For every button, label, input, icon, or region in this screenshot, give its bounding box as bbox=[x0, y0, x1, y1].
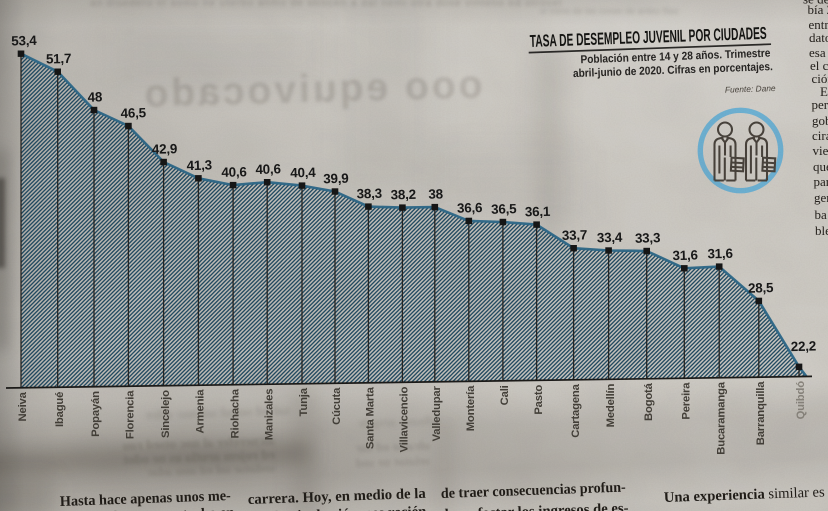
svg-text:Florencia: Florencia bbox=[125, 390, 137, 439]
svg-text:carrera. Hoy, en medio de la: carrera. Hoy, en medio de la bbox=[248, 486, 427, 508]
svg-text:TASA DE DESEMPLEO JUVENIL POR: TASA DE DESEMPLEO JUVENIL POR CIUDADES bbox=[529, 23, 767, 51]
svg-text:36,1: 36,1 bbox=[525, 204, 551, 220]
svg-text:41,3: 41,3 bbox=[186, 157, 212, 173]
svg-text:Medellín: Medellín bbox=[605, 384, 617, 428]
svg-text:Bucaramanga: Bucaramanga bbox=[715, 381, 727, 454]
svg-text:Pereira: Pereira bbox=[681, 382, 693, 420]
svg-text:36,6: 36,6 bbox=[457, 200, 483, 216]
svg-text:Cartagena: Cartagena bbox=[570, 383, 582, 437]
svg-text:entre: entre bbox=[809, 17, 828, 32]
svg-text:Barranquilla: Barranquilla bbox=[755, 381, 767, 445]
svg-text:Montería: Montería bbox=[465, 385, 477, 431]
svg-text:Popayán: Popayán bbox=[90, 391, 102, 437]
svg-text:Riohacha: Riohacha bbox=[229, 388, 241, 438]
svg-text:28,5: 28,5 bbox=[748, 280, 774, 296]
svg-text:Armenia: Armenia bbox=[195, 389, 207, 434]
svg-text:gobi: gobi bbox=[812, 113, 828, 128]
svg-text:Ibagué: Ibagué bbox=[54, 392, 66, 427]
svg-text:esa pa: esa pa bbox=[809, 45, 828, 60]
svg-text:Cali: Cali bbox=[499, 385, 511, 405]
svg-text:46,5: 46,5 bbox=[120, 105, 146, 121]
svg-text:53,4: 53,4 bbox=[11, 33, 37, 49]
svg-text:Pasto: Pasto bbox=[533, 385, 545, 415]
svg-text:Sincelejo: Sincelejo bbox=[160, 390, 172, 438]
svg-text:Quibdó: Quibdó bbox=[795, 381, 807, 420]
svg-text:abril-junio de 2020. Cifras en: abril-junio de 2020. Cifras en porcentaj… bbox=[573, 61, 773, 80]
svg-text:Bogotá: Bogotá bbox=[643, 382, 655, 421]
svg-text:Santa Marta: Santa Marta bbox=[365, 386, 377, 449]
svg-text:40,6: 40,6 bbox=[255, 161, 281, 177]
svg-text:se de: se de bbox=[803, 0, 828, 7]
svg-text:Una experiencia similar es: Una experiencia similar es bbox=[664, 484, 826, 506]
svg-text:el ca: el ca bbox=[810, 58, 828, 73]
svg-text:48: 48 bbox=[87, 89, 103, 104]
svg-text:33,7: 33,7 bbox=[562, 227, 588, 243]
svg-text:Villavicencio: Villavicencio bbox=[399, 387, 411, 453]
svg-text:36,5: 36,5 bbox=[491, 201, 517, 217]
svg-text:38: 38 bbox=[428, 186, 444, 201]
svg-text:que: que bbox=[813, 159, 828, 174]
svg-text:das: afectar los ingresos de e: das: afectar los ingresos de es- bbox=[440, 500, 629, 511]
svg-text:40,6: 40,6 bbox=[221, 164, 247, 180]
svg-text:33,3: 33,3 bbox=[635, 230, 661, 246]
svg-text:38,3: 38,3 bbox=[356, 186, 382, 202]
svg-text:39,9: 39,9 bbox=[323, 171, 349, 187]
svg-text:42,9: 42,9 bbox=[152, 141, 178, 157]
svg-text:Neiva: Neiva bbox=[17, 391, 29, 421]
svg-text:Hasta hace apenas unos me-: Hasta hace apenas unos me- bbox=[60, 488, 232, 510]
svg-text:gen: gen bbox=[814, 190, 828, 205]
svg-text:38,2: 38,2 bbox=[390, 187, 416, 203]
svg-text:Cúcuta: Cúcuta bbox=[331, 387, 343, 425]
svg-text:cira: cira bbox=[812, 128, 828, 143]
svg-text:Es: Es bbox=[820, 84, 828, 99]
svg-text:pandemia, los jóvenes recién: pandemia, los jóvenes recién bbox=[246, 504, 426, 511]
svg-text:ble: ble bbox=[815, 223, 828, 238]
svg-text:par: par bbox=[814, 174, 828, 189]
svg-text:ción: ción bbox=[812, 71, 828, 86]
svg-text:pero: pero bbox=[812, 97, 828, 112]
svg-text:ses, el país entero entraba en: ses, el país entero entraba en bbox=[58, 505, 234, 511]
svg-text:vien: vien bbox=[813, 143, 828, 158]
svg-text:bía 2: bía 2 bbox=[808, 2, 828, 17]
svg-text:datos: datos bbox=[809, 30, 828, 45]
svg-text:22,2: 22,2 bbox=[791, 338, 817, 354]
svg-text:51,7: 51,7 bbox=[46, 51, 72, 67]
svg-text:31,6: 31,6 bbox=[672, 247, 698, 263]
svg-text:33,4: 33,4 bbox=[597, 230, 623, 246]
svg-text:Población entre 14 y 28 años.: Población entre 14 y 28 años. Trimestre bbox=[580, 48, 770, 67]
svg-text:Manizales: Manizales bbox=[263, 389, 275, 441]
svg-text:Tunja: Tunja bbox=[298, 387, 310, 416]
svg-text:31,6: 31,6 bbox=[707, 246, 733, 262]
svg-text:Valledupar: Valledupar bbox=[431, 386, 443, 442]
svg-text:Fuente: Dane: Fuente: Dane bbox=[725, 83, 776, 95]
svg-text:ba: ba bbox=[815, 207, 828, 222]
svg-text:de traer consecuencias profun-: de traer consecuencias profun- bbox=[441, 480, 627, 502]
svg-text:40,4: 40,4 bbox=[290, 165, 316, 181]
